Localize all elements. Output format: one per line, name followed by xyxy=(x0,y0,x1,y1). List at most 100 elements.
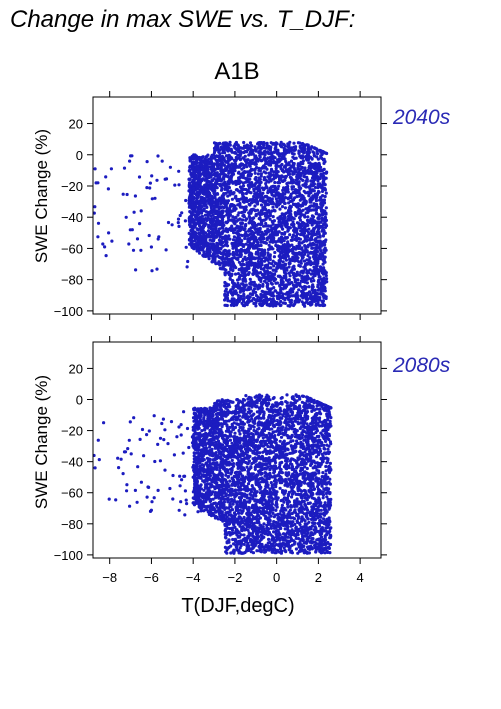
data-point xyxy=(252,241,256,245)
data-point xyxy=(254,165,259,170)
data-point xyxy=(300,156,304,160)
data-point xyxy=(274,224,278,228)
data-point xyxy=(286,181,290,185)
data-point xyxy=(231,246,235,250)
data-point xyxy=(215,200,219,204)
data-point xyxy=(236,213,240,217)
data-point xyxy=(253,284,257,288)
data-point xyxy=(287,206,291,210)
data-point xyxy=(264,221,268,226)
data-point xyxy=(302,151,306,155)
data-point xyxy=(208,191,212,195)
data-point xyxy=(310,237,314,241)
data-point xyxy=(228,260,232,264)
data-point xyxy=(255,191,259,195)
data-point xyxy=(195,195,200,199)
data-point xyxy=(275,300,279,305)
data-point xyxy=(254,181,258,185)
data-point xyxy=(308,256,312,260)
data-point xyxy=(303,166,307,170)
data-point xyxy=(283,296,287,300)
data-point xyxy=(221,196,225,200)
data-point xyxy=(188,156,192,160)
data-point xyxy=(291,303,296,308)
data-point xyxy=(322,201,327,205)
data-point xyxy=(291,220,295,224)
data-point xyxy=(256,212,260,216)
data-point xyxy=(211,230,215,234)
data-point xyxy=(229,288,233,292)
data-point xyxy=(201,167,205,171)
data-point xyxy=(273,250,277,255)
data-point xyxy=(256,295,260,299)
data-point xyxy=(255,223,259,227)
data-point xyxy=(224,199,228,203)
data-point xyxy=(210,221,214,225)
data-point xyxy=(315,267,319,271)
data-point xyxy=(312,279,316,283)
data-point xyxy=(199,217,203,222)
data-point xyxy=(287,271,291,275)
data-point xyxy=(223,298,227,302)
data-point xyxy=(188,187,192,191)
data-point xyxy=(301,159,305,163)
data-point xyxy=(323,551,327,555)
data-point xyxy=(266,282,270,286)
data-point xyxy=(221,265,225,269)
data-point xyxy=(234,272,238,276)
y-tick-label: −40 xyxy=(61,210,83,225)
data-point xyxy=(322,259,326,263)
data-point xyxy=(236,272,240,276)
data-point xyxy=(227,272,231,276)
data-point xyxy=(269,161,273,165)
data-point xyxy=(240,282,244,286)
data-point xyxy=(255,273,259,277)
data-point xyxy=(249,208,254,212)
data-point xyxy=(286,240,290,244)
data-point xyxy=(277,184,281,188)
data-point xyxy=(212,153,216,157)
data-point xyxy=(234,158,238,163)
data-point xyxy=(280,221,284,225)
data-point xyxy=(205,242,209,246)
data-point xyxy=(278,195,282,199)
data-point xyxy=(253,204,257,208)
data-point xyxy=(263,229,268,233)
data-point xyxy=(131,248,136,252)
data-point xyxy=(248,254,252,258)
data-point xyxy=(288,291,292,295)
data-point xyxy=(240,210,244,215)
data-point xyxy=(232,243,236,247)
data-point xyxy=(308,165,312,169)
data-point xyxy=(272,286,276,290)
data-point xyxy=(177,224,181,228)
data-point xyxy=(323,187,327,191)
data-point xyxy=(269,287,273,291)
data-point xyxy=(223,273,227,277)
data-point xyxy=(216,192,220,196)
data-point xyxy=(262,199,267,203)
data-point xyxy=(284,292,288,296)
data-point xyxy=(272,208,276,212)
data-point xyxy=(278,274,282,278)
data-point xyxy=(254,304,258,308)
data-point xyxy=(209,254,213,258)
data-point xyxy=(244,249,248,253)
data-point xyxy=(320,225,325,229)
data-point xyxy=(279,266,283,270)
data-point xyxy=(241,192,245,197)
data-point xyxy=(263,195,267,199)
data-point xyxy=(283,206,287,210)
data-point xyxy=(176,217,181,221)
data-point xyxy=(211,156,215,160)
data-point xyxy=(292,141,296,145)
data-point xyxy=(256,172,260,176)
data-point xyxy=(259,257,264,261)
data-point xyxy=(301,276,305,280)
data-point xyxy=(312,257,316,261)
data-point xyxy=(299,229,303,233)
data-point xyxy=(170,223,174,227)
data-point xyxy=(321,179,325,183)
data-point xyxy=(227,185,231,189)
data-point xyxy=(305,295,309,299)
